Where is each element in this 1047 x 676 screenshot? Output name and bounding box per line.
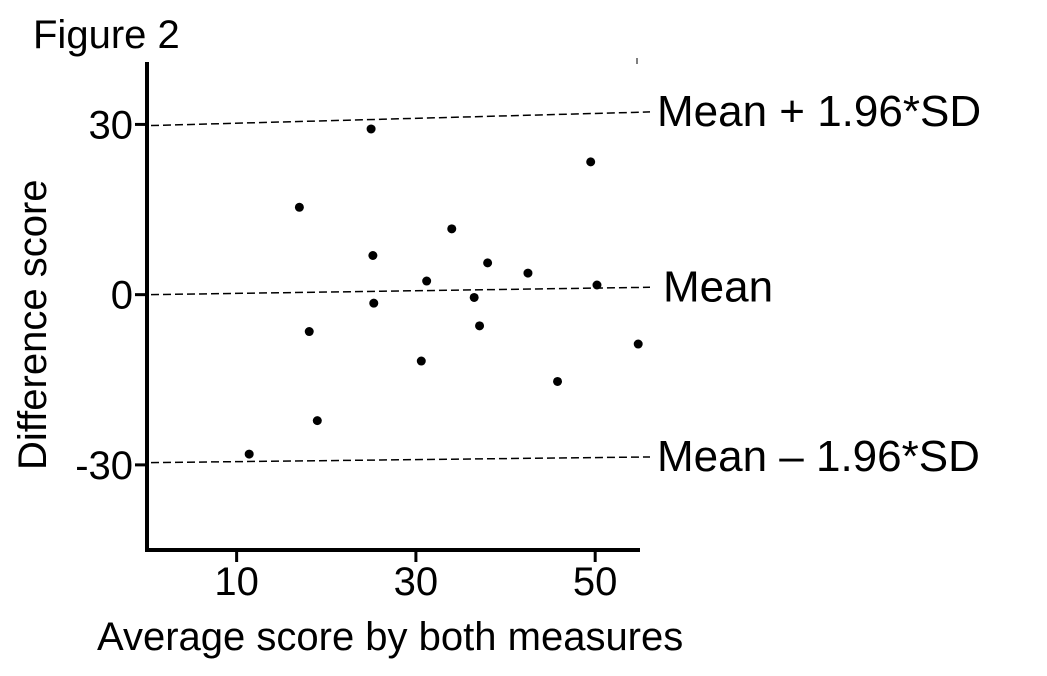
data-point-8 xyxy=(422,276,432,286)
data-point-1 xyxy=(366,124,376,134)
data-point-11 xyxy=(369,298,379,308)
x-tick-label-30: 30 xyxy=(394,560,439,604)
reference-line-label-2: Mean xyxy=(663,262,773,311)
reference-line-label-1: Mean + 1.96*SD xyxy=(657,87,981,136)
y-tick-label-0: 30 xyxy=(89,103,134,147)
data-points xyxy=(244,124,643,459)
reference-line-3 xyxy=(150,456,651,464)
y-tick-label-1: 0 xyxy=(111,274,133,318)
reference-lines xyxy=(150,111,651,464)
reference-line-1 xyxy=(150,111,651,127)
x-tick-label-10: 10 xyxy=(214,560,259,604)
data-point-2 xyxy=(586,157,596,167)
data-point-5 xyxy=(368,250,378,260)
axes xyxy=(145,58,640,552)
reference-line-label-3: Mean – 1.96*SD xyxy=(657,432,980,481)
tick-marks: 10 30 50 30 0 -30 xyxy=(75,103,617,604)
data-point-17 xyxy=(312,416,322,426)
data-point-16 xyxy=(553,376,563,386)
y-axis-label: Difference score xyxy=(11,179,55,470)
data-point-14 xyxy=(633,339,643,349)
x-axis-label: Average score by both measures xyxy=(97,615,683,659)
data-point-9 xyxy=(592,280,602,290)
data-point-6 xyxy=(483,258,493,268)
x-tick-label-50: 50 xyxy=(573,560,618,604)
figure-title: Figure 2 xyxy=(33,13,180,57)
data-point-3 xyxy=(294,202,304,212)
data-point-10 xyxy=(469,292,479,302)
data-point-7 xyxy=(523,268,533,278)
reference-line-labels: Mean + 1.96*SD Mean Mean – 1.96*SD xyxy=(657,87,981,481)
data-point-18 xyxy=(244,449,254,459)
y-tick-label-2: -30 xyxy=(75,444,133,488)
data-point-4 xyxy=(447,224,457,234)
data-point-15 xyxy=(416,356,426,366)
data-point-13 xyxy=(475,321,485,331)
data-point-12 xyxy=(304,327,314,337)
reference-line-2 xyxy=(150,286,651,296)
